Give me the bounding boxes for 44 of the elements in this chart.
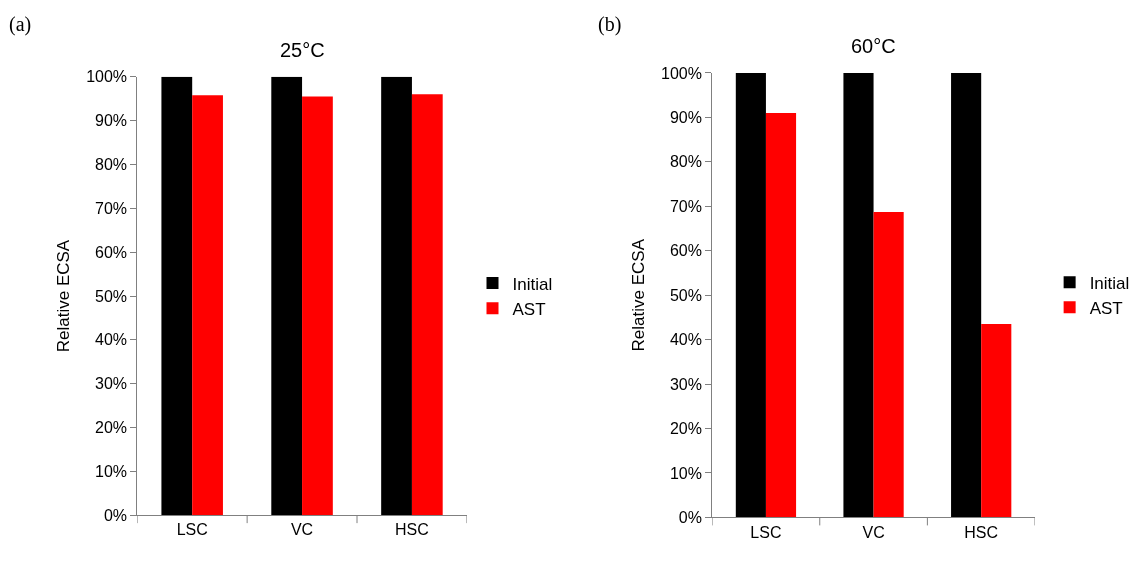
bar [843, 72, 874, 518]
y-tick-label: 100% [661, 64, 702, 82]
y-tick-label: 80% [95, 156, 128, 174]
x-tick-label: HSC [964, 523, 999, 541]
y-tick-label: 60% [669, 242, 702, 260]
x-tick-label: LSC [750, 523, 782, 541]
x-tick-label: VC [290, 521, 314, 539]
bar [981, 324, 1012, 518]
legend-label: Initial [1089, 273, 1130, 293]
legend-label: Initial [512, 274, 553, 294]
y-tick-label: 10% [669, 464, 702, 482]
y-axis-title: Relative ECSA [628, 238, 648, 352]
bar [873, 212, 904, 518]
y-tick-label: 0% [103, 506, 128, 524]
y-tick-label: 20% [95, 419, 128, 437]
text: (b) [598, 13, 622, 36]
y-tick-label: 70% [95, 199, 128, 217]
text: (a) [9, 13, 32, 36]
bar [951, 72, 982, 518]
y-tick-label: 40% [95, 331, 128, 349]
x-tick-label: LSC [176, 521, 208, 539]
y-tick-label: 40% [669, 331, 702, 349]
y-tick-label: 90% [95, 112, 128, 130]
legend-label: AST [1089, 298, 1123, 318]
chart-title: 60°C [851, 35, 896, 57]
y-tick-label: 50% [669, 286, 702, 304]
y-tick-label: 30% [95, 375, 128, 393]
y-tick-label: 80% [669, 153, 702, 171]
y-tick-label: 20% [669, 420, 702, 438]
bar [765, 112, 797, 518]
y-axis-title: Relative ECSA [53, 239, 73, 353]
y-tick-label: 100% [86, 68, 128, 86]
y-tick-label: 0% [678, 509, 702, 527]
y-tick-label: 50% [95, 287, 128, 305]
x-tick-label: HSC [395, 521, 429, 539]
legend-label: AST [512, 299, 546, 319]
x-tick-label: VC [862, 523, 885, 541]
y-tick-label: 90% [669, 109, 702, 127]
chart-title: 25°C [280, 39, 325, 61]
y-tick-label: 70% [669, 197, 702, 215]
y-tick-label: 30% [669, 375, 702, 393]
bar [735, 72, 766, 518]
y-tick-label: 10% [95, 462, 128, 480]
y-tick-label: 60% [95, 243, 128, 261]
